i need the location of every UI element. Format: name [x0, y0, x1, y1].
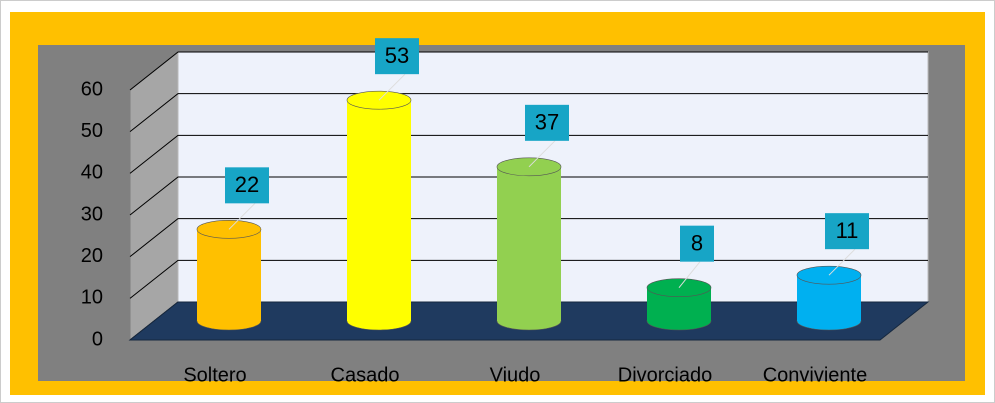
x-tick-label: Casado [331, 364, 400, 386]
grid-line [129, 259, 928, 299]
label-box [680, 225, 714, 262]
data-label: 11 [836, 218, 859, 243]
label-box [225, 167, 269, 204]
label-box [525, 104, 569, 141]
grid-line [129, 134, 928, 174]
y-tick-label: 30 [81, 203, 103, 225]
y-tick-label: 50 [81, 120, 103, 142]
grid-line [129, 176, 928, 216]
label-leader [378, 73, 406, 101]
bar-shade [197, 229, 261, 321]
y-tick-label: 0 [92, 328, 103, 350]
grid-line [129, 218, 928, 258]
x-tick-label: Conviviente [763, 364, 868, 386]
x-tick-label: Soltero [183, 364, 246, 386]
data-label: 8 [691, 230, 703, 255]
bar-shade [347, 100, 411, 322]
label-leader [228, 202, 256, 230]
y-tick-label: 60 [81, 78, 103, 100]
bar-shade [497, 166, 561, 321]
data-label: 22 [235, 172, 259, 197]
label-leader [828, 248, 856, 276]
x-tick-label: Divorciado [618, 364, 712, 386]
label-box [375, 38, 419, 75]
y-tick-label: 10 [81, 287, 103, 309]
x-tick-label: Viudo [490, 364, 541, 386]
data-label: 37 [535, 110, 559, 135]
label-box [825, 213, 869, 250]
y-tick-label: 20 [81, 245, 103, 267]
label-leader [528, 140, 556, 168]
grid-line [129, 93, 928, 133]
label-leader [678, 261, 701, 288]
y-tick-label: 40 [81, 162, 103, 184]
data-label: 53 [385, 43, 409, 68]
grid-line [129, 51, 928, 91]
